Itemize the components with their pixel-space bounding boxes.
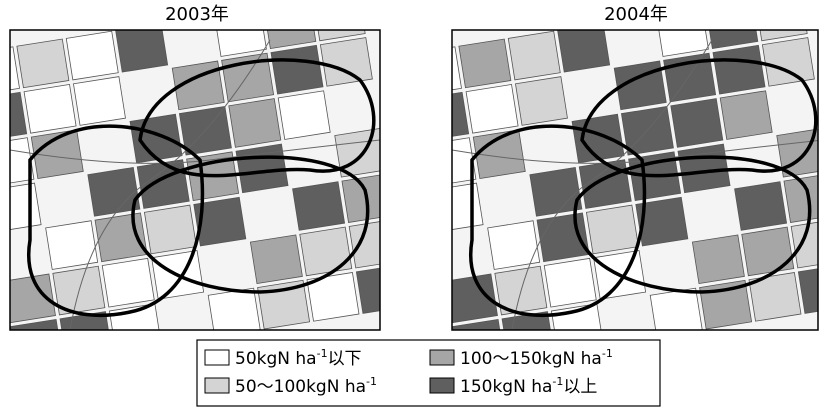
parcel bbox=[706, 0, 758, 49]
parcel bbox=[144, 205, 196, 254]
parcel bbox=[17, 39, 69, 88]
parcel bbox=[320, 38, 372, 87]
legend-text: 50kgN ha bbox=[235, 349, 317, 369]
parcel bbox=[229, 99, 281, 148]
panel-title: 2003年 bbox=[165, 4, 229, 25]
legend-superscript: -1 bbox=[602, 347, 613, 360]
parcel bbox=[271, 45, 323, 94]
legend-label: 150kgN ha-1以上 bbox=[460, 375, 597, 397]
parcel bbox=[466, 84, 518, 133]
parcel bbox=[459, 39, 511, 88]
parcel bbox=[742, 227, 794, 276]
parcel bbox=[488, 221, 540, 270]
legend-superscript: -1 bbox=[317, 347, 328, 360]
parcel bbox=[313, 0, 365, 41]
parcel bbox=[293, 182, 345, 231]
parcel bbox=[264, 0, 316, 49]
legend-swatch bbox=[205, 350, 229, 365]
figure: 2003年 2004年 50kgN ha-1以下50～100kgN ha-110… bbox=[0, 0, 820, 413]
parcel bbox=[11, 319, 63, 368]
parcel bbox=[95, 213, 147, 262]
legend-superscript: -1 bbox=[552, 375, 563, 388]
parcel bbox=[755, 0, 807, 41]
parcel bbox=[349, 219, 401, 268]
map-2004 bbox=[409, 0, 820, 368]
legend-swatch bbox=[430, 378, 454, 393]
legend-swatch bbox=[205, 378, 229, 393]
parcel bbox=[720, 91, 772, 140]
parcel bbox=[544, 258, 596, 307]
legend-text: 50～100kgN ha bbox=[235, 377, 366, 397]
parcel bbox=[735, 182, 787, 231]
legend-label: 50kgN ha-1以下 bbox=[235, 347, 362, 369]
legend-text: 150kgN ha bbox=[460, 377, 552, 397]
parcel bbox=[671, 99, 723, 148]
parcel bbox=[46, 221, 98, 270]
parcel bbox=[700, 280, 752, 329]
parcel bbox=[431, 183, 483, 232]
parcel bbox=[130, 114, 182, 163]
parcel bbox=[102, 258, 154, 307]
legend-text: 100～150kgN ha bbox=[460, 349, 602, 369]
legend-superscript: -1 bbox=[366, 375, 377, 388]
parcel bbox=[713, 45, 765, 94]
parcel bbox=[762, 38, 814, 87]
parcel bbox=[24, 84, 76, 133]
parcel bbox=[73, 77, 125, 126]
legend-label: 50～100kgN ha-1 bbox=[235, 375, 377, 397]
parcel bbox=[586, 205, 638, 254]
parcel bbox=[66, 31, 118, 80]
parcel bbox=[508, 31, 560, 80]
parcel bbox=[537, 213, 589, 262]
parcel bbox=[692, 235, 744, 284]
parcel bbox=[60, 312, 112, 361]
legend-text: 以下 bbox=[328, 349, 362, 369]
parcel bbox=[417, 92, 469, 141]
parcel bbox=[356, 265, 408, 314]
panel-title: 2004年 bbox=[604, 4, 668, 25]
legend-text: 以上 bbox=[563, 377, 597, 397]
parcel bbox=[424, 138, 476, 187]
legend-swatch bbox=[430, 350, 454, 365]
legend-label: 100～150kgN ha-1 bbox=[460, 347, 613, 369]
parcel bbox=[258, 280, 310, 329]
map-2003 bbox=[0, 0, 408, 368]
parcel bbox=[409, 47, 461, 96]
parcel bbox=[0, 183, 41, 232]
parcel bbox=[572, 114, 624, 163]
parcel bbox=[515, 77, 567, 126]
parcel bbox=[278, 91, 330, 140]
parcel bbox=[250, 235, 302, 284]
parcel bbox=[300, 227, 352, 276]
